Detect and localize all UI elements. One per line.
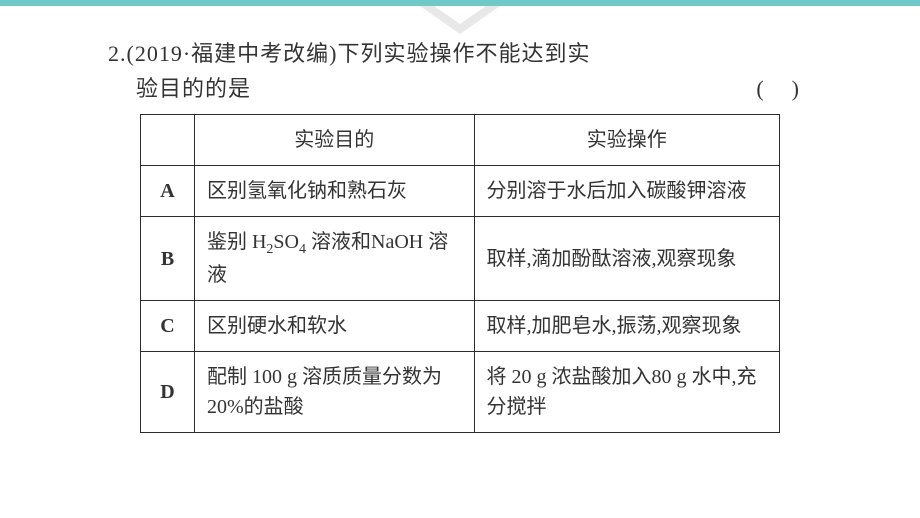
table-row: D 配制 100 g 溶质质量分数为 20%的盐酸 将 20 g 浓盐酸加入80… — [141, 352, 780, 433]
question-line2: 验目的的是 () — [108, 71, 808, 106]
triangle-inner — [434, 6, 486, 24]
paren-close: ) — [792, 76, 800, 101]
options-table: 实验目的 实验操作 A 区别氢氧化钠和熟石灰 分别溶于水后加入碳酸钾溶液 B 鉴… — [140, 114, 780, 433]
question-source: (2019·福建中考改编) — [127, 41, 338, 66]
header-operation: 实验操作 — [474, 115, 779, 166]
row-purpose: 鉴别 H2SO4 溶液和NaOH 溶液 — [194, 217, 474, 301]
row-letter: A — [141, 166, 195, 217]
question-stem-part1: 下列实验操作不能达到实 — [337, 41, 590, 66]
row-operation: 取样,滴加酚酞溶液,观察现象 — [474, 217, 779, 301]
row-purpose: 配制 100 g 溶质质量分数为 20%的盐酸 — [194, 352, 474, 433]
question-number: 2. — [108, 41, 127, 66]
row-letter: C — [141, 301, 195, 352]
answer-blank: () — [756, 71, 800, 106]
table-row: C 区别硬水和软水 取样,加肥皂水,振荡,观察现象 — [141, 301, 780, 352]
row-operation: 将 20 g 浓盐酸加入80 g 水中,充分搅拌 — [474, 352, 779, 433]
question-stem-part2: 验目的的是 — [136, 71, 251, 106]
paren-open: ( — [756, 76, 791, 101]
table-row: B 鉴别 H2SO4 溶液和NaOH 溶液 取样,滴加酚酞溶液,观察现象 — [141, 217, 780, 301]
row-purpose: 区别氢氧化钠和熟石灰 — [194, 166, 474, 217]
question-stem: 2.(2019·福建中考改编)下列实验操作不能达到实 验目的的是 () — [108, 36, 808, 106]
row-operation: 取样,加肥皂水,振荡,观察现象 — [474, 301, 779, 352]
row-letter: B — [141, 217, 195, 301]
question-line1: 2.(2019·福建中考改编)下列实验操作不能达到实 — [108, 36, 808, 71]
options-table-wrap: 实验目的 实验操作 A 区别氢氧化钠和熟石灰 分别溶于水后加入碳酸钾溶液 B 鉴… — [140, 114, 780, 433]
header-purpose: 实验目的 — [194, 115, 474, 166]
row-letter: D — [141, 352, 195, 433]
row-operation: 分别溶于水后加入碳酸钾溶液 — [474, 166, 779, 217]
header-blank — [141, 115, 195, 166]
table-header-row: 实验目的 实验操作 — [141, 115, 780, 166]
row-purpose: 区别硬水和软水 — [194, 301, 474, 352]
table-row: A 区别氢氧化钠和熟石灰 分别溶于水后加入碳酸钾溶液 — [141, 166, 780, 217]
